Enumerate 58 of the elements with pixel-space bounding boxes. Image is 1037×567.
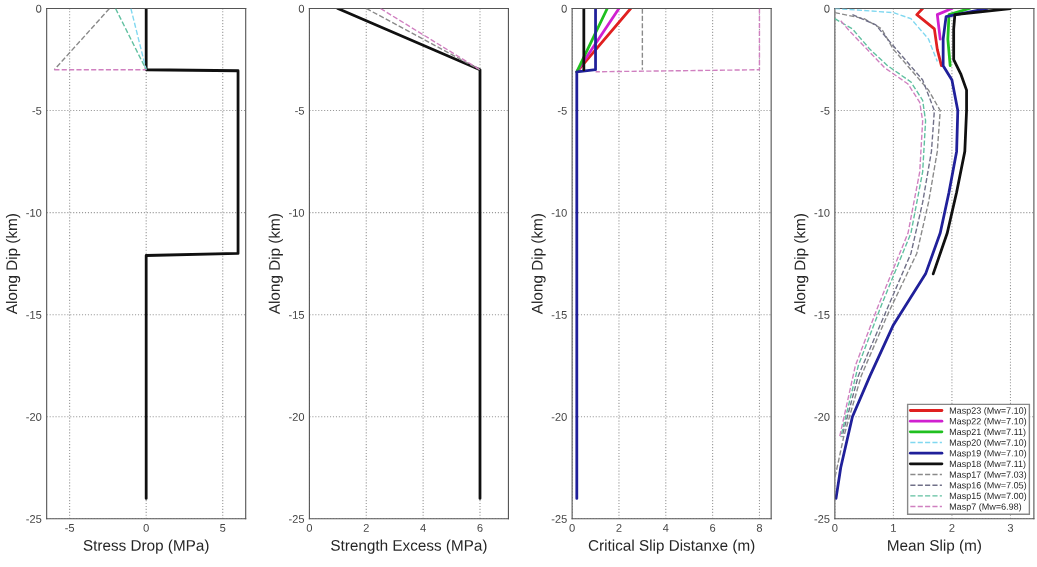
x-tick-label: 4 [420,524,426,532]
x-tick-label: -5 [65,524,75,532]
x-tick-label: 0 [569,523,575,532]
y-tick-label: -5 [295,106,305,115]
y-tick-label: -10 [551,208,567,217]
y-tick-label: -15 [288,311,305,319]
x-tick-label: 6 [477,523,483,532]
y-axis-title: Along Dip (km) [794,214,809,315]
legend-label: Masp21 (Mw=7.11) [949,428,1026,437]
x-tick-label: 3 [1007,523,1014,532]
x-tick-label: 2 [616,523,622,532]
y-tick-label: 0 [298,4,305,13]
y-tick-label: -20 [551,413,567,421]
x-axis-title: Critical Slip Distanxe (m) [588,539,755,554]
y-tick-label: -25 [551,515,567,523]
y-axis-title: Along Dip (km) [268,214,283,315]
y-tick-label: -15 [814,311,830,319]
y-axis-title: Along Dip (km) [5,214,21,315]
y-tick-label: -25 [288,515,305,523]
y-tick-label: -20 [26,413,42,421]
x-tick-label: 2 [363,523,369,532]
y-tick-label: -20 [814,413,830,421]
y-tick-label: 0 [36,4,42,13]
x-tick-label: 0 [832,523,838,532]
y-tick-label: -5 [32,106,42,115]
x-tick-label: 0 [143,523,149,532]
legend-label: Masp23 (Mw=7.10) [949,407,1027,416]
y-tick-label: -10 [814,208,830,217]
legend-label: Masp22 (Mw=7.10) [949,417,1027,427]
x-tick-label: 0 [306,523,313,532]
y-tick-label: -20 [288,413,305,421]
legend-label: Masp18 (Mw=7.11) [949,460,1026,469]
x-tick-label: 5 [220,524,226,532]
y-tick-label: -15 [26,311,42,319]
x-axis-title: Strength Excess (MPa) [331,539,487,554]
y-tick-label: -25 [814,515,830,523]
x-tick-label: 6 [710,523,716,532]
y-tick-label: -15 [551,311,567,319]
x-tick-label: 2 [949,523,955,532]
x-axis-title: Mean Slip (m) [888,539,981,554]
y-tick-label: -5 [557,106,567,115]
legend-label: Masp19 (Mw=7.10) [949,449,1027,459]
y-axis-title: Along Dip (km) [531,214,546,315]
y-tick-label: -10 [26,208,42,217]
y-tick-label: 0 [824,4,830,13]
x-tick-label: 8 [756,523,763,532]
y-tick-label: 0 [561,4,567,13]
legend-label: Masp15 (Mw=7.00) [949,492,1027,501]
legend-label: Masp17 (Mw=7.03) [949,471,1027,480]
legend-label: Masp7 (Mw=6.98) [949,503,1022,512]
x-axis-title: Stress Drop (MPa) [83,539,209,554]
x-tick-label: 4 [662,524,669,532]
legend-label: Masp20 (Mw=7.10) [949,439,1027,448]
y-tick-label: -5 [820,106,830,115]
y-tick-label: -10 [288,208,305,217]
x-tick-label: 1 [891,524,896,532]
y-tick-label: -25 [26,515,42,523]
legend-label: Masp16 (Mw=7.05) [949,481,1027,491]
